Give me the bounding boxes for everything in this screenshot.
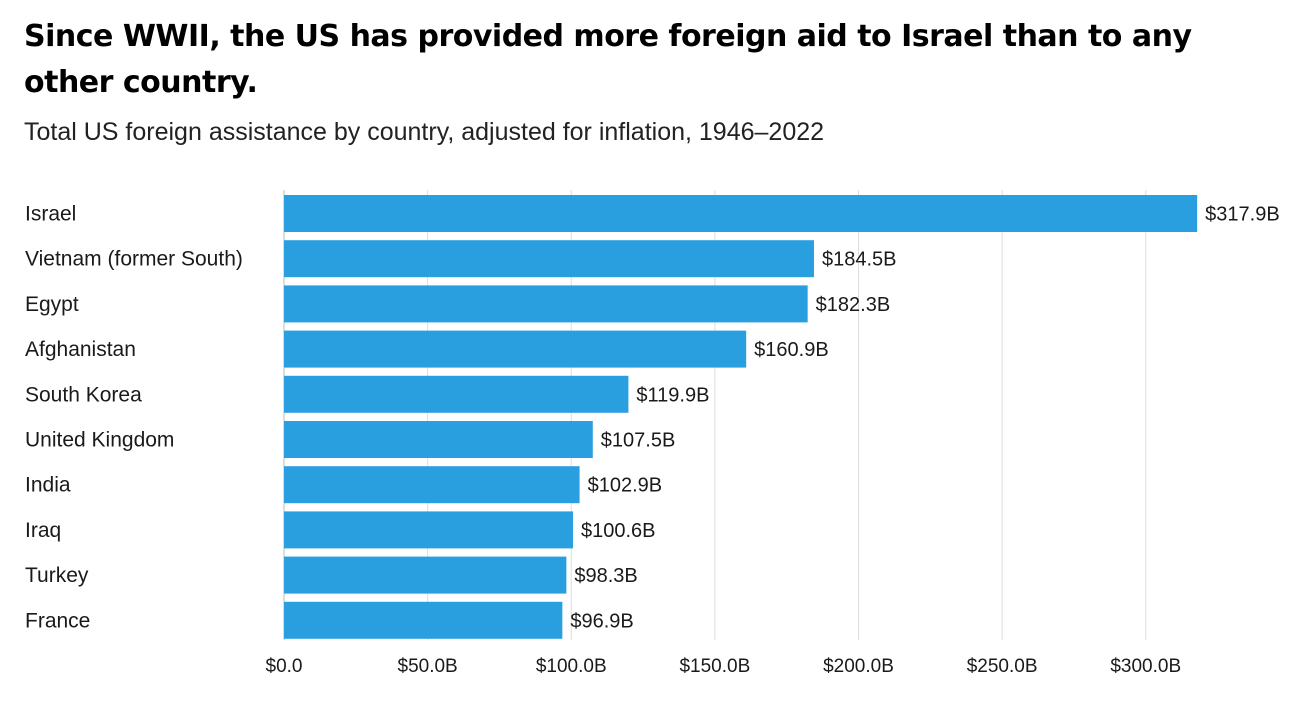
data-label: $107.5B xyxy=(601,430,676,452)
category-label: United Kingdom xyxy=(25,429,174,452)
category-label: Israel xyxy=(25,203,76,226)
bar xyxy=(284,511,573,549)
bar xyxy=(284,556,567,594)
category-label: India xyxy=(25,474,71,497)
category-label: Iraq xyxy=(25,519,61,542)
x-tick-label: $200.0B xyxy=(823,656,894,677)
bar xyxy=(284,421,593,458)
bar xyxy=(284,330,747,368)
category-label: Turkey xyxy=(25,564,89,587)
category-label: France xyxy=(25,609,90,632)
bars xyxy=(284,195,1198,639)
bar xyxy=(284,285,808,323)
data-label: $182.3B xyxy=(816,294,891,316)
data-label: $102.9B xyxy=(588,475,663,497)
bar xyxy=(284,240,814,278)
data-label: $184.5B xyxy=(822,249,897,271)
category-label: Afghanistan xyxy=(25,338,136,361)
data-label: $317.9B xyxy=(1205,204,1280,226)
category-label: Vietnam (former South) xyxy=(25,248,243,271)
bar xyxy=(284,375,629,413)
x-tick-label: $300.0B xyxy=(1110,656,1181,677)
bar xyxy=(284,195,1198,232)
x-tick-label: $0.0 xyxy=(266,656,303,677)
labels: $0.0 $50.0B $100.0B $150.0B $200.0B $250.0B $3… xyxy=(25,203,1280,678)
bar xyxy=(284,601,563,639)
chart-subtitle: Total US foreign assistance by country, … xyxy=(24,118,825,146)
x-tick-label: $50.0B xyxy=(398,656,458,677)
data-label: $160.9B xyxy=(754,339,829,361)
x-tick-label: $100.0B xyxy=(536,656,607,677)
data-label: $96.9B xyxy=(570,610,633,632)
chart-title: Since WWII, the US has provided more for… xyxy=(24,19,1192,100)
data-label: $119.9B xyxy=(636,384,709,406)
x-tick-label: $250.0B xyxy=(967,656,1038,677)
x-tick-label: $150.0B xyxy=(679,656,750,677)
category-label: Egypt xyxy=(25,293,79,316)
bar xyxy=(284,466,580,504)
category-label: South Korea xyxy=(25,383,142,406)
data-label: $98.3B xyxy=(574,565,637,587)
data-label: $100.6B xyxy=(581,520,656,542)
